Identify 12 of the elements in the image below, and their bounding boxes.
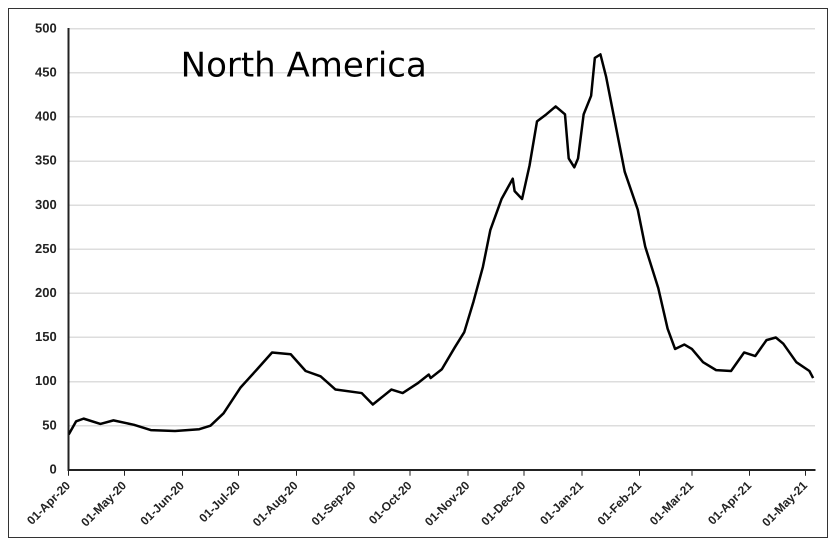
y-tick-label: 50 bbox=[42, 417, 57, 432]
y-tick-label: 450 bbox=[34, 64, 57, 80]
y-tick-label: 300 bbox=[34, 196, 57, 212]
y-tick-label: 350 bbox=[34, 152, 57, 168]
y-tick-label: 250 bbox=[34, 240, 57, 256]
y-tick-label: 400 bbox=[34, 108, 57, 124]
y-tick-label: 200 bbox=[34, 284, 57, 300]
y-tick-label: 500 bbox=[34, 20, 57, 36]
y-tick-label: 150 bbox=[34, 329, 57, 344]
y-tick-label: 100 bbox=[34, 373, 57, 388]
text: North America bbox=[180, 46, 427, 86]
y-tick-label: 0 bbox=[49, 461, 57, 476]
